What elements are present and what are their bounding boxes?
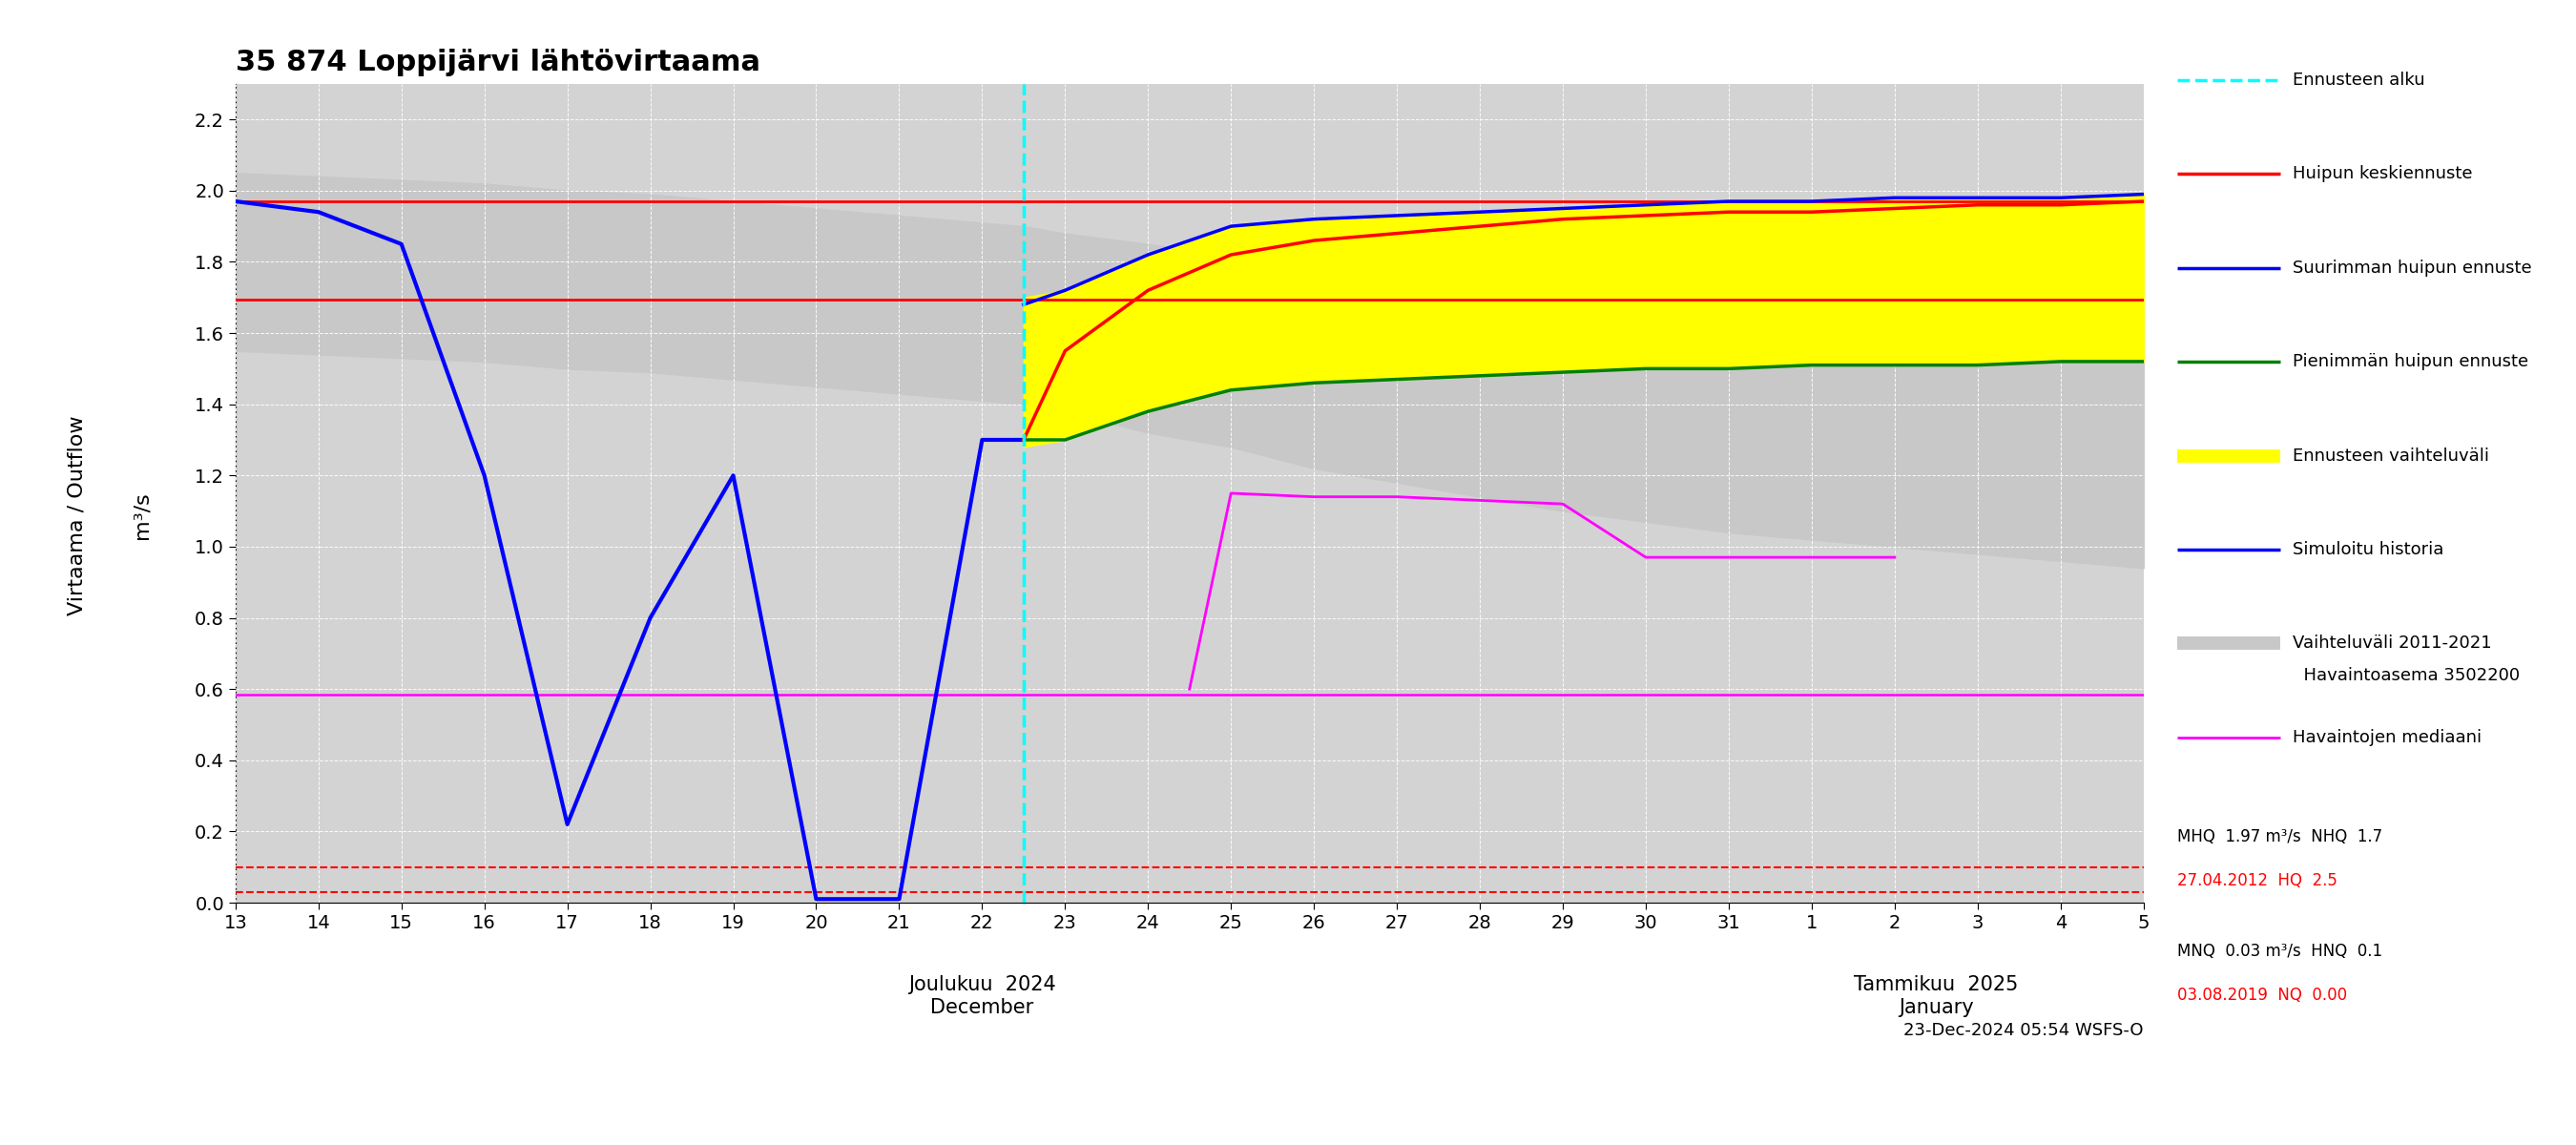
Text: Pienimmän huipun ennuste: Pienimmän huipun ennuste	[2293, 353, 2530, 370]
Text: Havaintojen mediaani: Havaintojen mediaani	[2293, 729, 2481, 747]
Text: Simuloitu historia: Simuloitu historia	[2293, 540, 2445, 558]
Text: MHQ  1.97 m³/s  NHQ  1.7: MHQ 1.97 m³/s NHQ 1.7	[2177, 829, 2383, 845]
Text: m³/s: m³/s	[131, 491, 152, 539]
Text: Huipun keskiennuste: Huipun keskiennuste	[2293, 165, 2473, 182]
Text: Tammikuu  2025
January: Tammikuu 2025 January	[1855, 976, 2020, 1017]
Text: MNQ  0.03 m³/s  HNQ  0.1: MNQ 0.03 m³/s HNQ 0.1	[2177, 943, 2383, 960]
Text: Suurimman huipun ennuste: Suurimman huipun ennuste	[2293, 259, 2532, 276]
Text: Ennusteen alku: Ennusteen alku	[2293, 71, 2424, 88]
Text: Ennusteen vaihteluväli: Ennusteen vaihteluväli	[2293, 447, 2488, 464]
Text: 03.08.2019  NQ  0.00: 03.08.2019 NQ 0.00	[2177, 986, 2347, 1003]
Text: Virtaama / Outflow: Virtaama / Outflow	[67, 416, 88, 615]
Text: 27.04.2012  HQ  2.5: 27.04.2012 HQ 2.5	[2177, 872, 2336, 889]
Text: Joulukuu  2024
December: Joulukuu 2024 December	[909, 976, 1056, 1017]
Text: Vaihteluväli 2011-2021: Vaihteluväli 2011-2021	[2293, 634, 2491, 652]
Text: Havaintoasema 3502200: Havaintoasema 3502200	[2293, 666, 2519, 684]
Text: 23-Dec-2024 05:54 WSFS-O: 23-Dec-2024 05:54 WSFS-O	[1904, 1021, 2143, 1040]
Text: 35 874 Loppijärvi lähtövirtaama: 35 874 Loppijärvi lähtövirtaama	[234, 48, 760, 77]
